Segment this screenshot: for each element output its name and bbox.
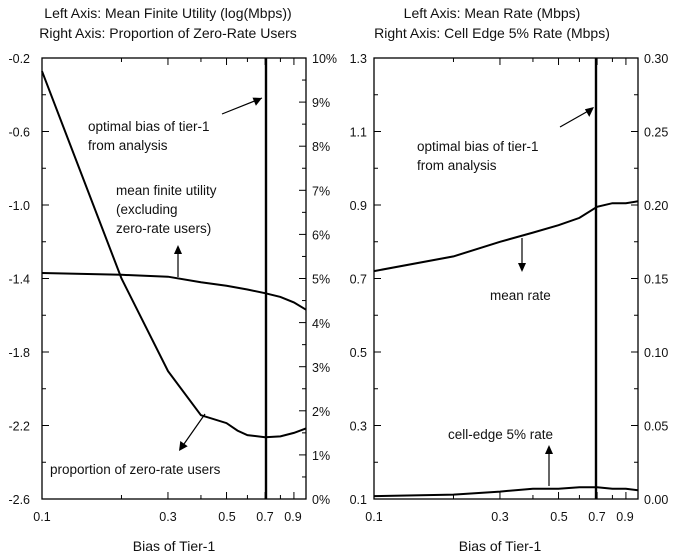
left-y-right-tick-label: 8% [312,140,330,154]
left-y-left-tick-label: -0.2 [8,52,30,66]
right-optimal-arrowhead [584,107,594,117]
left-title-line-2: Right Axis: Proportion of Zero-Rate User… [39,25,297,41]
right-x-tick-label: 0.3 [491,510,508,524]
left-annotation-optimal-line-2: from analysis [88,138,168,153]
left-chart: Left Axis: Mean Finite Utility (log(Mbps… [8,5,337,554]
right-mean-rate-arrowhead [518,263,526,272]
right-y-left-tick-label: 1.1 [350,126,367,140]
left-y-right-tick-label: 1% [312,449,330,463]
mean-finite-utility-line [41,272,307,311]
left-y-right-tick-label: 2% [312,405,330,419]
left-y-right-tick-label: 7% [312,185,330,199]
zero-rate-proportion-line [41,70,307,439]
left-y-left-tick-label: -1.0 [8,199,30,213]
right-x-tick-label: 0.5 [550,510,567,524]
left-x-tick-label: 0.3 [159,510,176,524]
left-x-axis-label: Bias of Tier-1 [133,538,216,554]
left-y-right-tick-label: 4% [312,317,330,331]
left-annotation-zero-rate: proportion of zero-rate users [50,462,221,477]
left-title-line-1: Left Axis: Mean Finite Utility (log(Mbps… [44,5,291,21]
left-annotation-utility-line-1: mean finite utility [116,183,217,198]
left-y-right-tick-label: 0% [312,493,330,507]
right-y-right-tick-label: 0.20 [644,199,668,213]
left-y-right-tick-label: 3% [312,361,330,375]
right-cell-edge-arrowhead [545,445,553,454]
left-x-tick-label: 0.7 [256,510,273,524]
right-y-left-tick-label: 1.3 [350,52,367,66]
left-y-right-tick-label: 9% [312,96,330,110]
right-x-tick-label: 0.1 [365,510,382,524]
left-x-tick-label: 0.9 [284,510,301,524]
right-annotation-optimal-line-1: optimal bias of tier-1 [417,139,539,154]
left-zero-rate-arrow [183,413,206,445]
right-chart: Left Axis: Mean Rate (Mbps) Right Axis: … [350,5,669,554]
right-y-left-tick-label: 0.3 [350,420,367,434]
right-y-right-tick-label: 0.15 [644,273,668,287]
left-y-left-tick-label: -1.4 [8,273,30,287]
left-y-left-tick-label: -0.6 [8,126,30,140]
left-optimal-arrowhead [252,97,262,106]
right-y-right-tick-label: 0.30 [644,52,668,66]
right-y-left-tick-label: 0.9 [350,199,367,213]
right-x-axis-label: Bias of Tier-1 [459,538,542,554]
left-y-right-tick-label: 5% [312,273,330,287]
cell-edge-rate-line [373,486,639,498]
left-y-left-ticks [42,57,49,500]
right-y-right-tick-label: 0.00 [644,493,668,507]
left-annotation-optimal-line-1: optimal bias of tier-1 [88,119,210,134]
left-y-right-ticks [299,57,306,500]
left-x-tick-label: 0.1 [33,510,50,524]
right-title-line-1: Left Axis: Mean Rate (Mbps) [404,5,581,21]
right-annotation-mean-rate: mean rate [490,288,551,303]
right-title-line-2: Right Axis: Cell Edge 5% Rate (Mbps) [374,25,610,41]
right-y-right-tick-label: 0.05 [644,420,668,434]
right-y-left-tick-label: 0.1 [350,493,367,507]
right-annotation-optimal-line-2: from analysis [417,158,497,173]
right-y-left-tick-label: 0.7 [350,273,367,287]
right-optimal-arrow [559,109,591,128]
left-y-left-tick-label: -1.8 [8,346,30,360]
left-y-right-tick-label: 6% [312,229,330,243]
left-x-tick-label: 0.5 [218,510,235,524]
right-y-left-ticks [374,57,381,500]
right-annotation-cell-edge: cell-edge 5% rate [448,427,553,442]
left-y-left-tick-label: -2.2 [8,420,30,434]
mean-rate-line [373,200,639,273]
right-y-right-ticks [631,57,638,500]
left-annotation-utility-line-3: zero-rate users) [116,221,211,236]
left-annotation-utility-line-2: (excluding [116,202,178,217]
left-y-left-tick-label: -2.6 [8,493,30,507]
right-x-tick-label: 0.9 [616,510,633,524]
right-x-tick-label: 0.7 [588,510,605,524]
right-y-left-tick-label: 0.5 [350,346,367,360]
left-utility-arrowhead [174,245,182,254]
left-y-right-tick-label: 10% [312,52,337,66]
right-y-right-tick-label: 0.25 [644,126,668,140]
right-y-right-tick-label: 0.10 [644,346,668,360]
left-zero-rate-arrowhead [179,441,188,451]
